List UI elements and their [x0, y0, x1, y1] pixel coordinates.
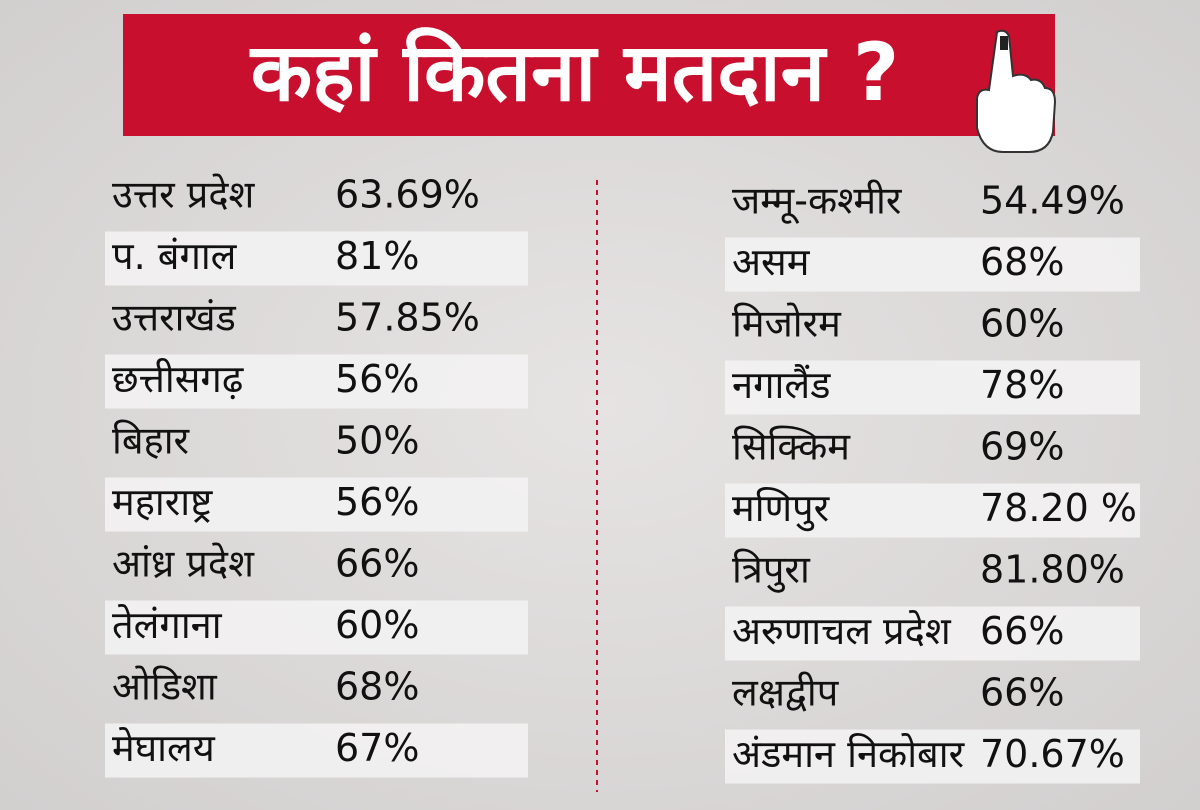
row-value: 67% — [335, 726, 419, 770]
row-value: 57.85% — [335, 296, 480, 340]
row-band — [105, 354, 528, 409]
row-band — [105, 723, 528, 778]
row-band — [105, 477, 528, 532]
row-value: 78.20 % — [980, 486, 1137, 530]
row-value: 66% — [335, 542, 419, 586]
row-value: 81.80% — [980, 548, 1125, 592]
row-band — [105, 231, 528, 286]
row-value: 60% — [335, 603, 419, 647]
row-value: 63.69% — [335, 173, 480, 217]
row-label: महाराष्ट्र — [112, 480, 213, 524]
row-value: 60% — [980, 302, 1064, 346]
row-label: आंध्र प्रदेश — [112, 542, 255, 586]
row-value: 78% — [980, 363, 1064, 407]
row-label: छत्तीसगढ़ — [112, 357, 244, 401]
finger-icon — [976, 29, 1057, 153]
row-label: अरुणाचल प्रदेश — [732, 609, 952, 653]
row-value: 66% — [980, 671, 1064, 715]
row-value: 68% — [980, 240, 1064, 284]
row-label: ओडिशा — [112, 665, 218, 709]
row-label: अंडमान निकोबार — [732, 732, 966, 776]
row-label: त्रिपुरा — [732, 548, 811, 594]
row-band — [725, 237, 1140, 292]
row-band — [105, 600, 528, 655]
row-value: 66% — [980, 609, 1064, 653]
row-label: नगालैंड — [732, 363, 831, 407]
row-label: जम्मू-कश्मीर — [732, 179, 903, 225]
row-value: 81% — [335, 234, 419, 278]
row-label: प. बंगाल — [112, 234, 238, 278]
row-value: 68% — [335, 665, 419, 709]
row-value: 56% — [335, 480, 419, 524]
row-label: उत्तर प्रदेश — [112, 173, 256, 217]
row-label: मणिपुर — [732, 486, 831, 532]
row-label: सिक्किम — [732, 425, 851, 469]
title-banner — [123, 14, 1055, 136]
row-band — [725, 729, 1140, 784]
row-band — [725, 360, 1140, 415]
row-label: मेघालय — [112, 726, 216, 770]
row-value: 70.67% — [980, 732, 1125, 776]
row-label: उत्तराखंड — [112, 296, 237, 340]
row-label: लक्षद्वीप — [732, 671, 840, 715]
row-value: 69% — [980, 425, 1064, 469]
row-value: 56% — [335, 357, 419, 401]
title: कहां कितना मतदान ? — [249, 26, 900, 119]
row-value: 54.49% — [980, 179, 1125, 223]
row-band — [725, 606, 1140, 661]
row-label: मिजोरम — [732, 302, 842, 346]
row-band — [725, 483, 1140, 538]
row-value: 50% — [335, 419, 419, 463]
row-label: तेलंगाना — [112, 603, 223, 647]
row-label: असम — [732, 240, 811, 284]
row-label: बिहार — [112, 419, 191, 463]
